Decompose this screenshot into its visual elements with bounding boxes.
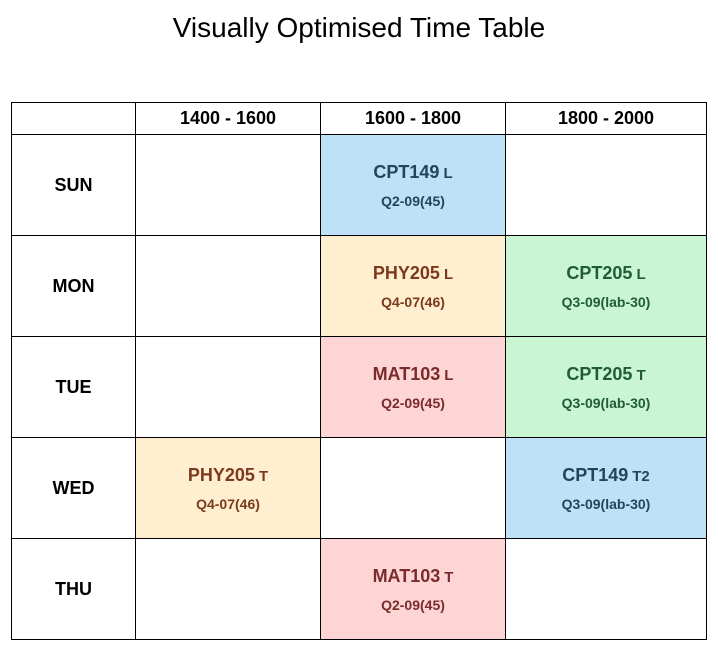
course-line: MAT103 T [373,565,454,589]
session-cell-mon-2: CPT205 L Q3-09(lab-30) [505,235,707,337]
day-label: SUN [54,174,93,195]
course-code: MAT103 [372,566,441,586]
header-slot-1600: 1600 - 1800 [320,102,506,135]
empty-cell-mon-0 [135,235,321,337]
session-cell-thu-1: MAT103 T Q2-09(45) [320,538,506,640]
room-label: Q3-09(lab-30) [561,395,651,411]
room-label: Q4-07(46) [196,496,260,512]
page-title: Visually Optimised Time Table [172,12,546,43]
empty-cell-wed-1 [320,437,506,539]
course-line: CPT149 T2 [562,464,650,488]
session-cell-wed-2: CPT149 T2 Q3-09(lab-30) [505,437,707,539]
course-line: PHY205 T [188,464,268,488]
header-slot-1800: 1800 - 2000 [505,102,707,135]
course-line: CPT149 L [373,161,452,185]
empty-cell-thu-0 [135,538,321,640]
room-label: Q2-09(45) [381,395,445,411]
empty-cell-sun-2 [505,134,707,236]
room-label: Q3-09(lab-30) [561,294,651,310]
course-code: CPT149 [373,162,440,182]
room-label: Q3-09(lab-30) [561,496,651,512]
room-label: Q2-09(45) [381,597,445,613]
header-slot-1400: 1400 - 1600 [135,102,321,135]
day-label: WED [52,477,95,498]
session-cell-sun-1: CPT149 L Q2-09(45) [320,134,506,236]
day-cell-tue: TUE [11,336,136,438]
session-cell-mon-1: PHY205 L Q4-07(46) [320,235,506,337]
session-type: L [443,266,454,283]
day-cell-wed: WED [11,437,136,539]
session-type: L [636,266,646,283]
empty-cell-sun-0 [135,134,321,236]
slot-label: 1600 - 1800 [364,108,462,128]
course-code: PHY205 [187,465,255,485]
day-label: THU [55,578,92,599]
timetable-grid: 1400 - 1600 1600 - 1800 1800 - 2000 SUN C… [11,102,707,640]
course-code: CPT205 [566,263,633,283]
slot-label: 1400 - 1600 [179,108,277,128]
course-line: CPT205 T [566,363,645,387]
course-line: PHY205 L [373,262,453,286]
day-label: MON [52,275,95,296]
day-cell-sun: SUN [11,134,136,236]
session-type: T [444,569,454,586]
session-cell-tue-1: MAT103 L Q2-09(45) [320,336,506,438]
session-type: L [444,367,454,384]
day-label: TUE [55,376,92,397]
header-corner-cell [11,102,136,135]
room-label: Q2-09(45) [381,193,445,209]
session-cell-wed-0: PHY205 T Q4-07(46) [135,437,321,539]
session-type: T [636,367,646,384]
session-cell-tue-2: CPT205 T Q3-09(lab-30) [505,336,707,438]
course-code: MAT103 [372,364,441,384]
session-type: L [443,165,453,182]
empty-cell-thu-2 [505,538,707,640]
course-code: CPT149 [562,465,629,485]
day-cell-thu: THU [11,538,136,640]
course-code: PHY205 [372,263,440,283]
day-cell-mon: MON [11,235,136,337]
session-type: T2 [632,468,650,485]
course-line: MAT103 L [373,363,454,387]
course-code: CPT205 [566,364,633,384]
room-label: Q4-07(46) [381,294,445,310]
empty-cell-tue-0 [135,336,321,438]
slot-label: 1800 - 2000 [557,108,655,128]
session-type: T [258,468,269,485]
course-line: CPT205 L [566,262,645,286]
